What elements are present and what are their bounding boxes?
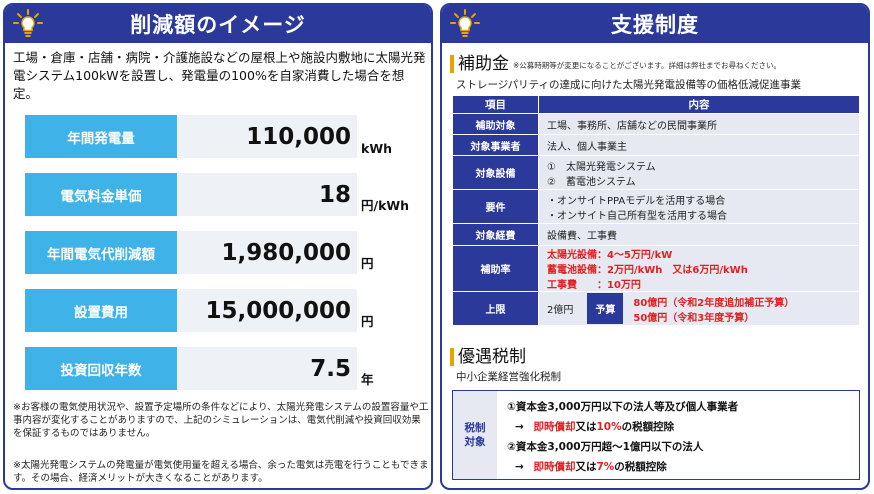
- tax-label: 税制 対象: [453, 391, 497, 479]
- table-row: 補助率 太陽光設備：4～5万円/kW 蓄電池設備：2万円/kWh 又は6万円/k…: [452, 245, 860, 292]
- lightbulb-icon: [13, 9, 43, 37]
- savings-header: 削減額のイメージ: [5, 5, 431, 43]
- table-row: 対象設備 ① 太陽光発電システム ② 蓄電池システム: [452, 155, 860, 190]
- metric-value: 18: [318, 181, 351, 208]
- subsidy-subtitle: ストレージパリティの達成に向けた太陽光発電設備等の価格低減促進事業: [456, 79, 802, 91]
- support-header: 支援制度: [442, 5, 868, 43]
- col-content: 内容: [538, 95, 860, 114]
- savings-intro: 工場・倉庫・店舗・病院・介護施設などの屋根上や施設内敷地に太陽光発電システム10…: [13, 50, 426, 101]
- col-item: 項目: [452, 95, 539, 114]
- metric-row: 年間発電量 110,000 kWh: [25, 115, 425, 158]
- support-panel: 支援制度 補助金 ※公募時期等が変更になることがございます。詳細は弊社までお尋ね…: [440, 3, 870, 490]
- tax-box: 税制 対象 ①資本金3,000万円以下の法人等及び個人事業者 → 即時償却又は1…: [452, 390, 860, 480]
- table-row: 対象事業者 法人、個人事業主: [452, 134, 860, 156]
- savings-title: 削減額のイメージ: [130, 13, 306, 37]
- subsidy-note: ※公募時期等が変更になることがございます。詳細は弊社までお尋ねください。: [513, 61, 782, 70]
- metric-row: 設置費用 15,000,000 円: [25, 289, 425, 332]
- metric-unit: 円: [361, 256, 374, 271]
- metric-label: 年間電気代削減額: [25, 231, 177, 274]
- table-row: 補助対象 工場、事務所、店舗などの民間事業所: [452, 113, 860, 135]
- surplus-note: ※太陽光発電システムの発電量が電気使用量を超える場合、余った電気は売電を行うこと…: [13, 460, 429, 484]
- table-row: 要件 ・オンサイトPPAモデルを活用する場合 ・オンサイト自己所有型を活用する場合: [452, 189, 860, 224]
- subsidy-title: 補助金: [458, 54, 509, 74]
- tax-subtitle: 中小企業経営強化税制: [456, 371, 561, 383]
- subsidy-heading: 補助金 ※公募時期等が変更になることがございます。詳細は弊社までお尋ねください。: [450, 55, 781, 73]
- metric-value: 7.5: [310, 355, 351, 382]
- metric-value: 110,000: [246, 123, 351, 150]
- disclaimer-note: ※お客様の電気使用状況や、設置予定場所の条件などにより、太陽光発電システムの設置…: [13, 402, 429, 439]
- tax-line-3: ②資本金3,000万円超～1億円以下の法人: [507, 441, 704, 453]
- metric-label: 設置費用: [25, 289, 177, 332]
- limit-value: 2億円: [547, 305, 574, 316]
- metric-unit: 円/kWh: [361, 198, 410, 213]
- tax-line-2: → 即時償却又は10%の税額控除: [515, 421, 675, 433]
- support-title: 支援制度: [611, 13, 699, 37]
- metric-unit: kWh: [361, 141, 392, 156]
- metric-unit: 円: [361, 314, 374, 329]
- metric-label: 年間発電量: [25, 115, 177, 158]
- metric-row: 電気料金単価 18 円/kWh: [25, 173, 425, 216]
- table-row: 対象経費 設備費、工事費: [452, 223, 860, 246]
- metric-value: 15,000,000: [205, 297, 351, 324]
- tax-title: 優遇税制: [458, 347, 526, 367]
- metric-label: 投資回収年数: [25, 347, 177, 390]
- subsidy-table: 項目 内容 補助対象 工場、事務所、店舗などの民間事業所 対象事業者 法人、個人…: [452, 95, 860, 326]
- metric-value: 1,980,000: [221, 239, 352, 266]
- metric-unit: 年: [361, 372, 374, 387]
- tax-heading: 優遇税制: [450, 348, 526, 366]
- tax-line-1: ①資本金3,000万円以下の法人等及び個人事業者: [507, 401, 739, 413]
- metric-row: 年間電気代削減額 1,980,000 円: [25, 231, 425, 274]
- savings-panel: 削減額のイメージ 工場・倉庫・店舗・病院・介護施設などの屋根上や施設内敷地に太陽…: [3, 3, 433, 490]
- lightbulb-icon: [450, 9, 480, 37]
- metric-label: 電気料金単価: [25, 173, 177, 216]
- tax-line-4: → 即時償却又は7%の税額控除: [515, 461, 667, 473]
- budget-label: 予算: [587, 293, 624, 324]
- table-row: 上限 2億円 予算 80億円（令和2年度追加補正予算） 50億円（令和3年度予算…: [452, 291, 860, 326]
- metric-row: 投資回収年数 7.5 年: [25, 347, 425, 390]
